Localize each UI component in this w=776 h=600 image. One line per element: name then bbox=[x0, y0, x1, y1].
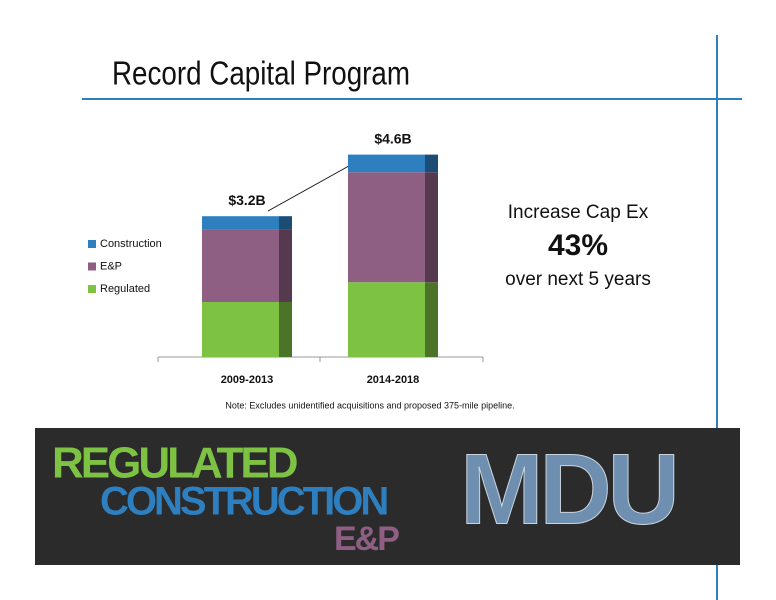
callout-percent: 43% bbox=[548, 229, 608, 262]
total-label: $4.6B bbox=[374, 130, 411, 146]
bar-segment bbox=[348, 154, 425, 173]
banner-logo: MDU bbox=[460, 433, 676, 545]
callout-line: over next 5 years bbox=[505, 269, 651, 290]
banner-word: CONSTRUCTION bbox=[100, 480, 387, 524]
banner-word: E&P bbox=[334, 520, 399, 558]
total-label: $3.2B bbox=[228, 192, 265, 208]
legend-label: E&P bbox=[100, 260, 122, 272]
bar-side bbox=[425, 172, 438, 283]
legend-label: Construction bbox=[100, 238, 162, 250]
slide-title: Record Capital Program bbox=[112, 55, 410, 92]
bar-segment bbox=[348, 282, 425, 357]
legend-label: Regulated bbox=[100, 283, 150, 295]
x-tick-label: 2014-2018 bbox=[367, 374, 420, 386]
growth-arrow bbox=[267, 161, 357, 212]
callout-line: Increase Cap Ex bbox=[508, 202, 649, 223]
bar-segment bbox=[202, 229, 279, 302]
bar-side bbox=[279, 302, 292, 357]
banner bbox=[35, 428, 740, 565]
bar-segment bbox=[348, 172, 425, 283]
bar-side bbox=[425, 282, 438, 357]
bar-side bbox=[279, 229, 292, 302]
note: Note: Excludes unidentified acquisitions… bbox=[225, 400, 514, 410]
legend-swatch bbox=[88, 262, 96, 271]
x-tick-label: 2009-2013 bbox=[221, 374, 274, 386]
legend-swatch bbox=[88, 240, 96, 248]
bar-side bbox=[425, 154, 438, 173]
bar-segment bbox=[202, 302, 279, 357]
legend-swatch bbox=[88, 285, 96, 293]
banner-word: REGULATED bbox=[52, 439, 297, 488]
bar-segment bbox=[202, 216, 279, 230]
bar-side bbox=[279, 216, 292, 230]
